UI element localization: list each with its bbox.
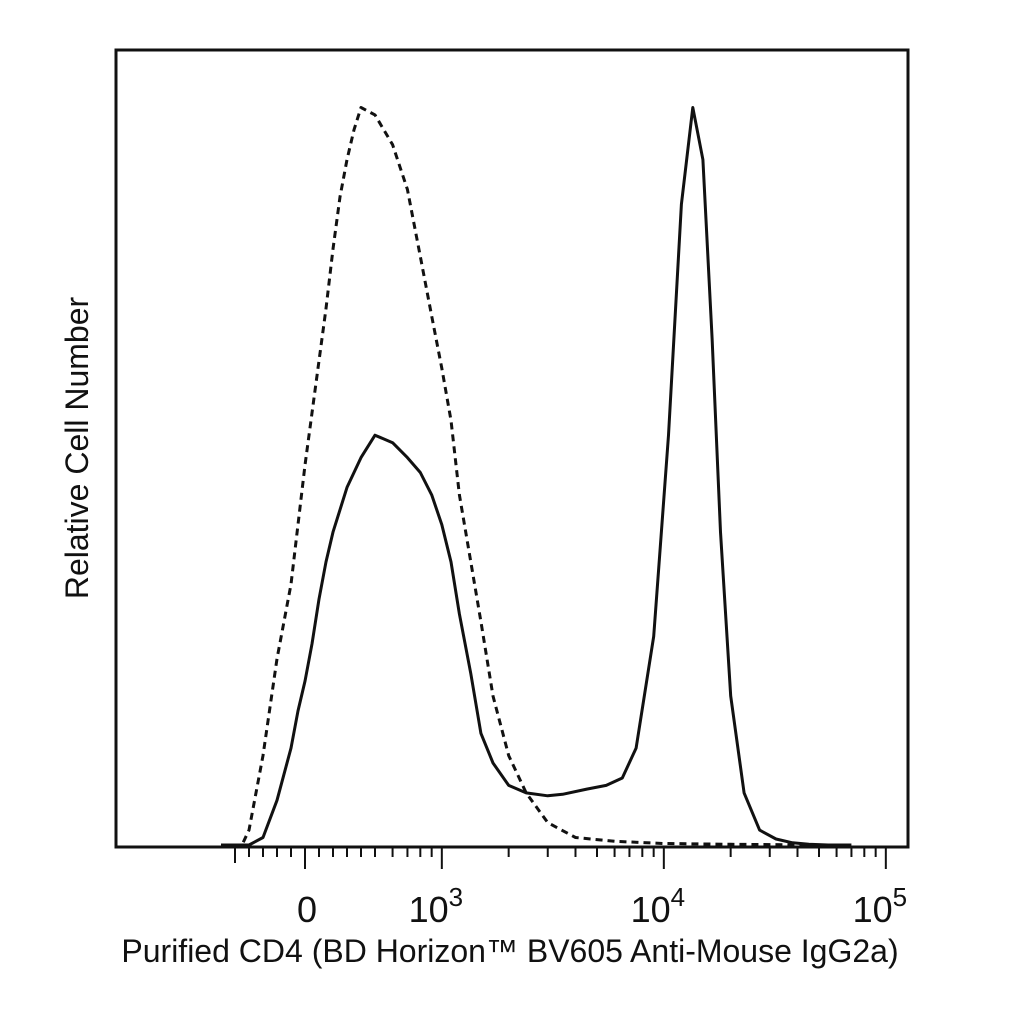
x-tick-label: 105 bbox=[853, 882, 908, 930]
series-line-solid bbox=[221, 106, 852, 847]
plot-frame bbox=[114, 48, 910, 849]
x-tick-label: 0 bbox=[297, 889, 317, 930]
x-tick-label: 104 bbox=[631, 882, 686, 930]
y-axis-label: Relative Cell Number bbox=[59, 296, 95, 599]
x-axis-ticks bbox=[234, 847, 887, 869]
x-tick-labels: 0 103 104 105 bbox=[297, 882, 907, 930]
series-line-dashed bbox=[221, 106, 820, 847]
x-tick-label: 103 bbox=[409, 882, 464, 930]
series-layer bbox=[221, 106, 852, 847]
x-axis-label: Purified CD4 (BD Horizon™ BV605 Anti-Mou… bbox=[121, 933, 898, 969]
